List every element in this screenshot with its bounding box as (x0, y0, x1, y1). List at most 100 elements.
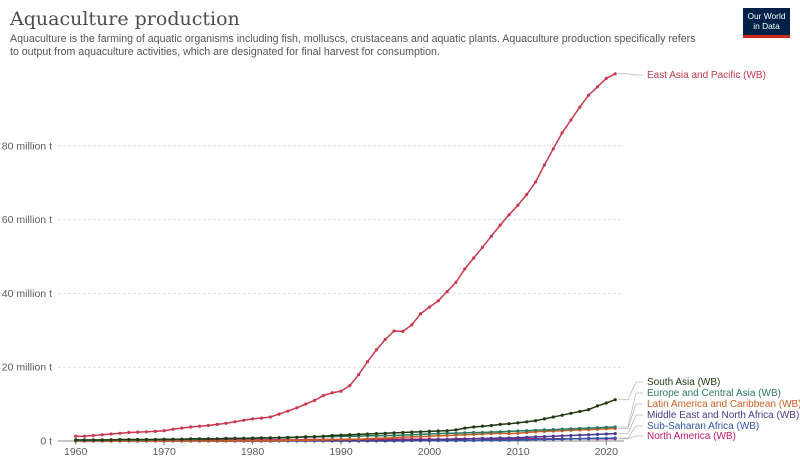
data-point (233, 420, 237, 424)
data-point (118, 431, 122, 435)
x-tick-label: 1970 (152, 446, 176, 458)
data-point (463, 426, 467, 430)
data-point (480, 245, 485, 249)
x-tick-label: 2000 (418, 446, 442, 458)
data-point (357, 432, 361, 436)
y-tick-label: 40 million t (2, 288, 52, 300)
data-point (357, 437, 361, 441)
series-label-latin_america[interactable]: Latin America and Caribbean (WB) (647, 399, 800, 410)
logo-line-2: in Data (753, 20, 780, 31)
data-point (604, 436, 608, 440)
data-point (542, 163, 547, 167)
data-point (587, 436, 591, 440)
series-east_asia[interactable] (74, 72, 617, 438)
data-point (454, 437, 458, 441)
data-point (304, 402, 308, 406)
chart-subtitle: Aquaculture is the farming of aquatic or… (10, 33, 696, 58)
data-point (463, 437, 467, 441)
data-point (551, 428, 555, 432)
data-point (436, 434, 440, 438)
data-point (365, 432, 370, 436)
data-point (233, 436, 237, 440)
data-point (595, 85, 600, 89)
data-point (339, 433, 343, 437)
data-point (578, 409, 582, 414)
data-point (383, 433, 387, 438)
data-point (330, 391, 334, 395)
data-point (516, 436, 520, 440)
data-point (516, 421, 520, 425)
data-point (410, 435, 414, 439)
data-point (401, 430, 405, 435)
data-point (162, 429, 166, 433)
data-point (312, 435, 317, 439)
data-point (569, 433, 573, 438)
x-tick-label: 1980 (241, 446, 265, 458)
owid-logo[interactable]: Our World in Data (743, 8, 790, 38)
data-point (516, 429, 520, 433)
data-point (259, 436, 263, 440)
data-point (534, 437, 538, 442)
y-tick-label: 0 t (40, 436, 52, 448)
data-point (569, 118, 573, 122)
data-point (277, 439, 281, 443)
data-point (498, 438, 502, 442)
data-point (339, 389, 343, 393)
x-tick-label: 2020 (595, 446, 619, 458)
data-point (383, 439, 387, 443)
data-point (392, 431, 396, 435)
data-point (410, 430, 414, 434)
data-point (242, 418, 246, 422)
data-point (171, 427, 175, 431)
data-point (251, 417, 255, 421)
data-point (419, 435, 423, 439)
data-point (551, 147, 555, 151)
data-point (312, 398, 317, 402)
data-point (295, 435, 299, 439)
series-label-ssa[interactable]: Sub-Saharan Africa (WB) (647, 421, 759, 432)
data-point (525, 435, 529, 439)
data-point (507, 213, 511, 217)
data-point (180, 437, 184, 441)
data-point (277, 436, 281, 440)
data-point (82, 434, 87, 438)
data-point (401, 329, 405, 333)
series-label-mena[interactable]: Middle East and North Africa (WB) (647, 410, 799, 421)
data-point (268, 436, 272, 440)
label-connector (618, 403, 643, 429)
y-tick-label: 80 million t (2, 140, 52, 152)
data-point (82, 438, 87, 442)
series-label-east_asia[interactable]: East Asia and Pacific (WB) (647, 70, 766, 81)
data-point (507, 429, 511, 433)
data-point (480, 424, 485, 428)
data-point (445, 437, 449, 442)
data-point (525, 438, 529, 442)
data-point (551, 415, 555, 419)
data-point (153, 429, 157, 433)
data-point (224, 436, 228, 440)
y-tick-label: 20 million t (2, 362, 52, 374)
series-label-north_america[interactable]: North America (WB) (647, 431, 736, 442)
data-point (206, 437, 210, 441)
data-point (560, 427, 564, 431)
data-point (392, 433, 396, 438)
data-point (498, 430, 502, 434)
data-point (136, 430, 140, 434)
data-point (401, 438, 405, 442)
data-point (259, 416, 263, 420)
data-point (534, 419, 538, 423)
data-point (383, 436, 387, 440)
data-point (542, 428, 547, 432)
data-point (144, 430, 148, 434)
data-point (489, 423, 493, 428)
data-point (392, 438, 396, 442)
data-point (489, 436, 493, 440)
gridlines (58, 145, 624, 442)
series-label-europe[interactable]: Europe and Central Asia (WB) (647, 388, 781, 399)
data-point (410, 438, 414, 442)
data-point (427, 438, 431, 442)
data-point (189, 425, 193, 429)
series-south_asia[interactable] (74, 398, 617, 442)
series-label-south_asia[interactable]: South Asia (WB) (647, 377, 720, 388)
data-point (153, 437, 157, 442)
